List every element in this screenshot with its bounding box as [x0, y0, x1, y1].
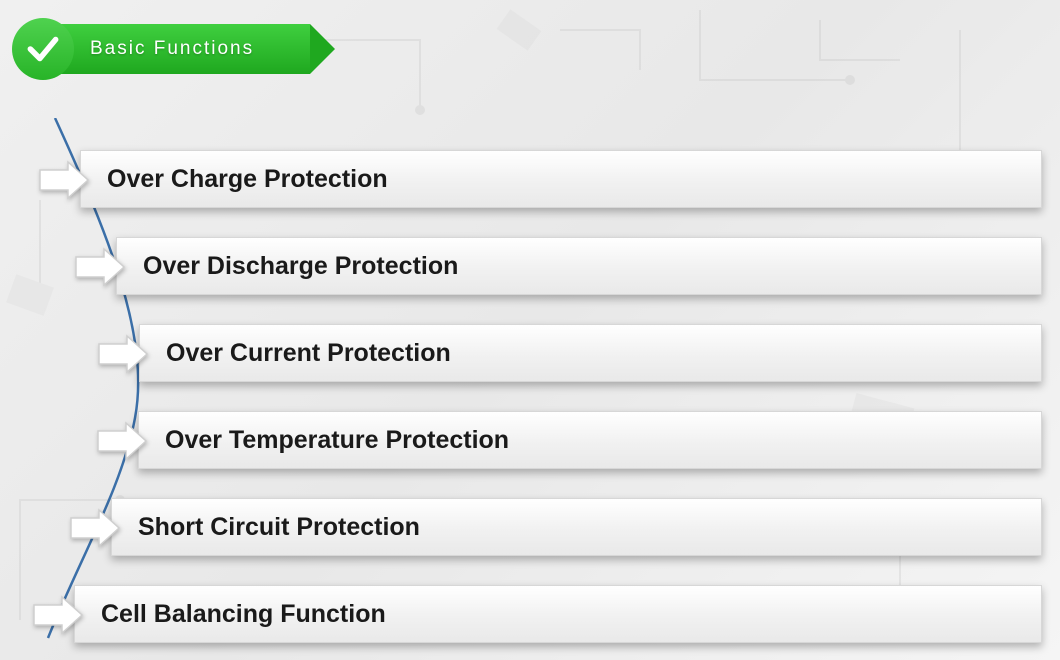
feature-label: Over Discharge Protection [143, 252, 458, 281]
arrow-icon [97, 334, 149, 374]
feature-label: Over Current Protection [166, 339, 451, 368]
list-item: Over Discharge Protection [0, 237, 1060, 299]
arrow-icon [69, 508, 121, 548]
checkmark-icon [12, 18, 74, 80]
arrow-icon [38, 160, 90, 200]
list-item: Over Current Protection [0, 324, 1060, 386]
feature-label: Over Temperature Protection [165, 426, 509, 455]
list-item: Short Circuit Protection [0, 498, 1060, 560]
feature-bar: Short Circuit Protection [111, 498, 1042, 556]
feature-label: Short Circuit Protection [138, 513, 420, 542]
list-item: Cell Balancing Function [0, 585, 1060, 647]
section-title: Basic Functions [56, 24, 310, 74]
list-item: Over Charge Protection [0, 150, 1060, 212]
feature-label: Cell Balancing Function [101, 600, 386, 629]
feature-bar: Over Current Protection [139, 324, 1042, 382]
feature-bar: Over Charge Protection [80, 150, 1042, 208]
list-item: Over Temperature Protection [0, 411, 1060, 473]
feature-label: Over Charge Protection [107, 165, 388, 194]
arrow-icon [32, 595, 84, 635]
feature-bar: Cell Balancing Function [74, 585, 1042, 643]
feature-bar: Over Discharge Protection [116, 237, 1042, 295]
feature-bar: Over Temperature Protection [138, 411, 1042, 469]
section-header: Basic Functions [12, 18, 310, 80]
feature-list: Over Charge Protection Over Discharge Pro… [0, 150, 1060, 660]
arrow-icon [74, 247, 126, 287]
arrow-icon [96, 421, 148, 461]
